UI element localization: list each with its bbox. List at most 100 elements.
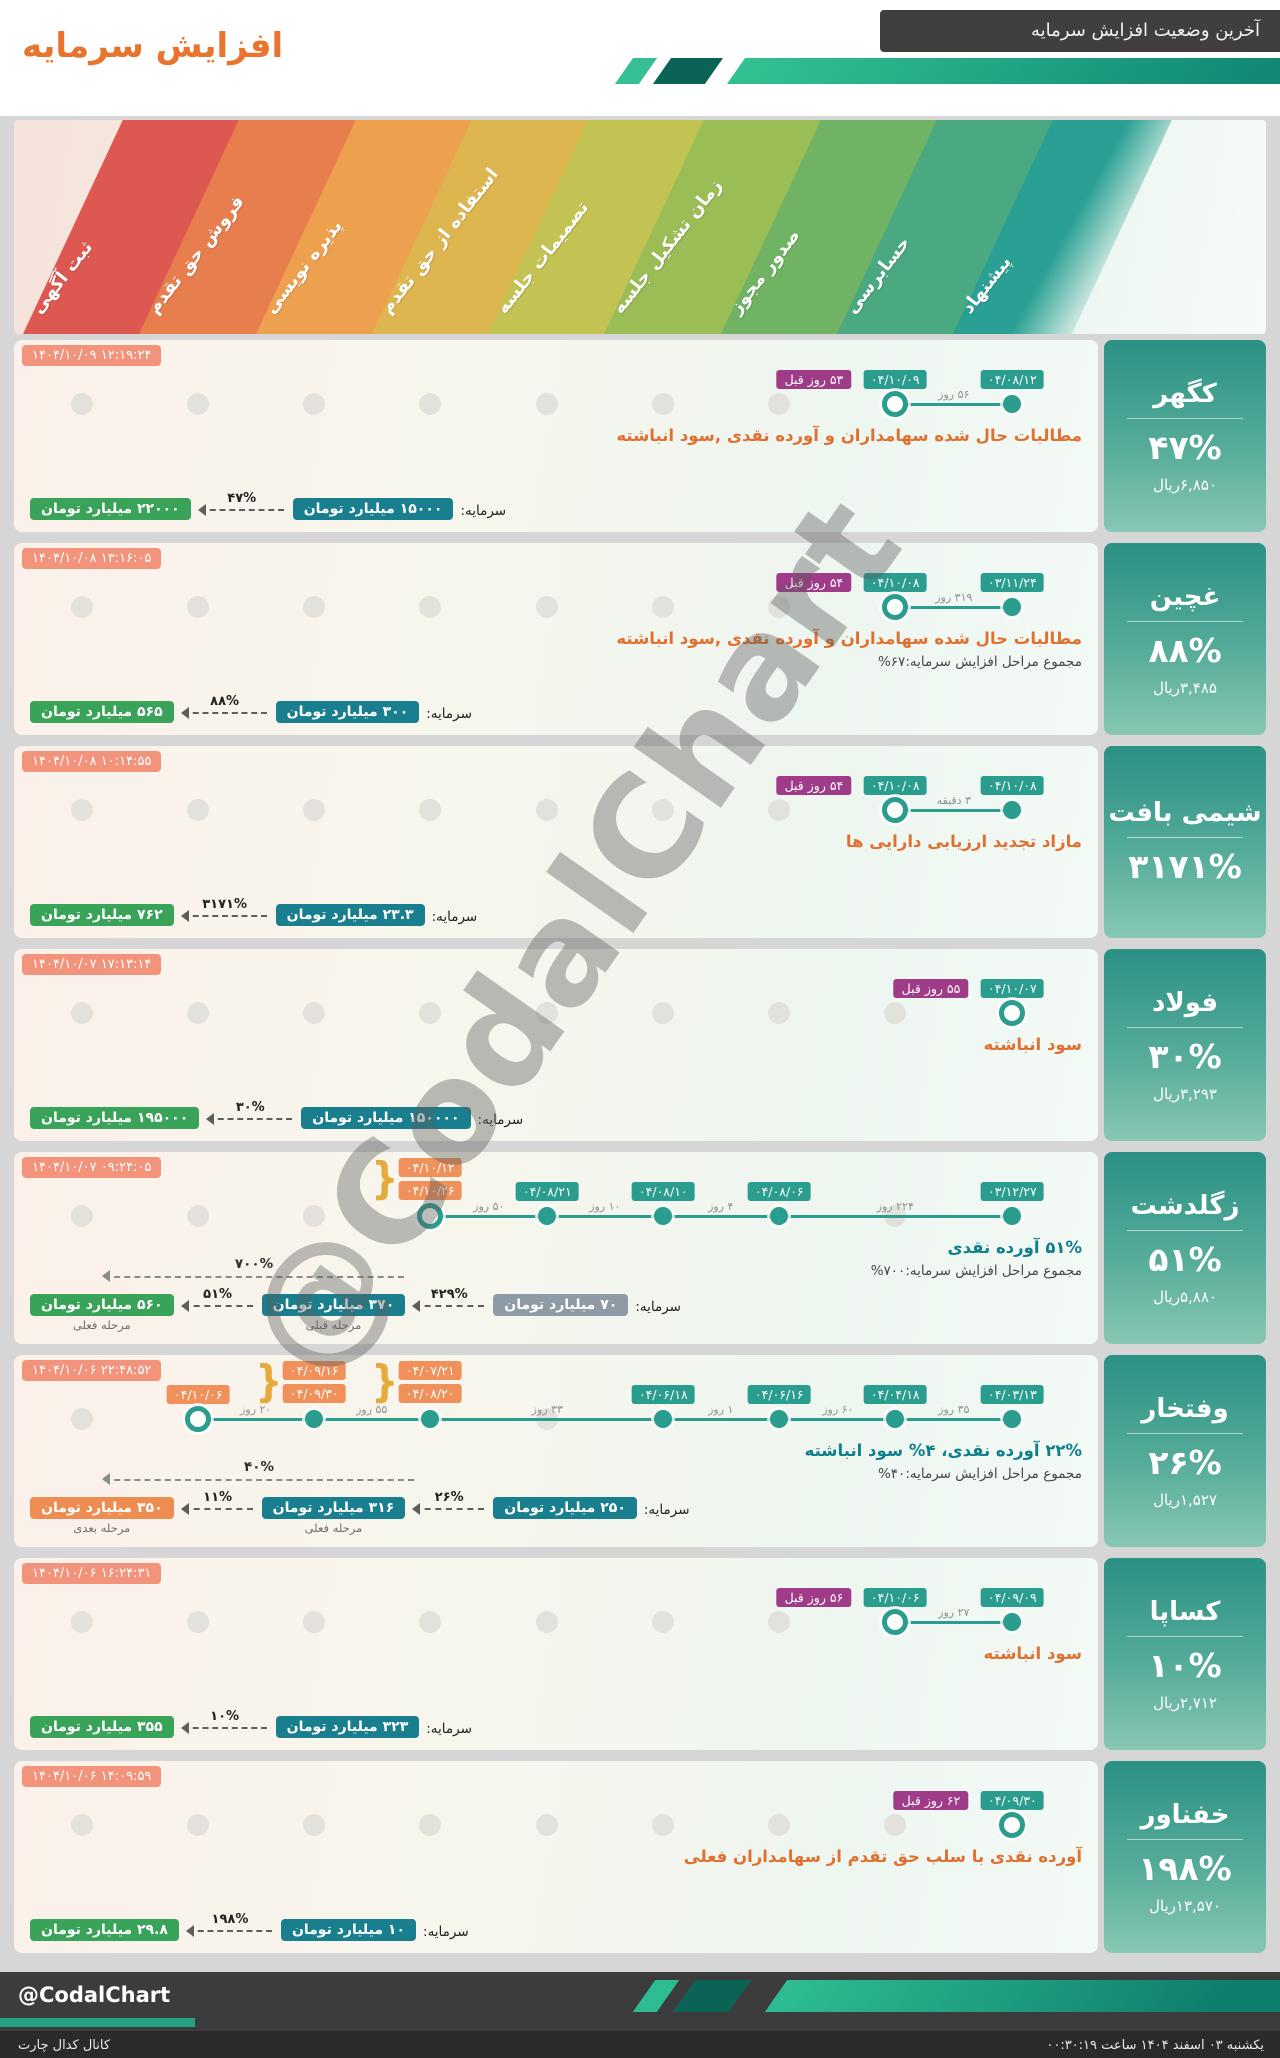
capital-strip: سرمایه: ۱۵۰۰۰ میلیارد تومان ۴۷% ۲۲۰۰۰ میلیا… — [30, 491, 506, 520]
timeline-line — [895, 606, 1013, 609]
increase-arrow: ۱۱% — [180, 1490, 253, 1515]
capital-label: سرمایه: — [426, 1721, 472, 1737]
date-badge: ۰۴/۰۴/۱۸ — [863, 1385, 927, 1404]
timestamp-badge: ۱۴۰۴/۱۰/۰۶ ۱۴:۰۹:۵۹ — [22, 1766, 162, 1787]
status-bar-title: آخرین وضعیت افزایش سرمایه — [1031, 20, 1260, 41]
amount-badge: ۳۰۰ میلیارد تومان — [275, 701, 420, 723]
stage-ghost-dot — [303, 1002, 326, 1024]
stage-ghost-dot — [768, 799, 791, 821]
amount-badge-group: ۲۹.۸ میلیارد تومان — [30, 1919, 179, 1941]
amount-badge-group: ۱۹۵۰۰۰ میلیارد تومان — [30, 1107, 200, 1129]
company-row: غچین ۸۸% ۳,۴۸۵ریال ۱۴۰۴/۱۰/۰۸ ۱۳:۱۶:۰۵ ۳۱۹ ر… — [14, 543, 1266, 735]
timeline-dot — [1003, 1613, 1022, 1631]
card-divider — [1126, 1229, 1244, 1231]
footer-handle: @CodalChart — [18, 1983, 171, 2007]
increase-arrow: ۵۱% — [180, 1287, 253, 1312]
duration-label: ۴ روز — [708, 1200, 734, 1213]
date-badge: ۰۴/۰۹/۳۰ — [981, 1791, 1044, 1810]
stage-ghost-dot — [768, 393, 791, 415]
stage-ghost-dot — [536, 393, 559, 415]
stage-ghost-dot — [303, 393, 326, 415]
amount-badge-group: ۷۰ میلیارد تومان — [493, 1294, 629, 1316]
timeline-dot — [1003, 395, 1022, 413]
capital-strip: سرمایه: ۳۲۳ میلیارد تومان ۱۰% ۳۵۵ میلیارد ت… — [30, 1709, 472, 1738]
stage-ghost-dot — [71, 1002, 94, 1024]
company-name: غچین — [1149, 581, 1221, 612]
row-main: ۱۴۰۴/۱۰/۰۷ ۱۷:۱۳:۱۴ ۰۴/۱۰/۰۷ ۵۵ روز قبل سود… — [14, 949, 1098, 1141]
date-badge: ۰۴/۱۰/۰۸ — [863, 776, 927, 795]
current-stage-dot — [882, 391, 909, 417]
stage-ghost-dot — [536, 799, 559, 821]
total-increase-label: ۷۰۰% — [234, 1256, 274, 1272]
timeline-line — [895, 403, 1013, 406]
date-badge: ۰۴/۰۸/۲۱ — [515, 1182, 579, 1201]
company-name: شیمی بافت — [1108, 798, 1262, 828]
header-ribbon-accent-light — [614, 58, 658, 84]
amount-badge-group: ۳۷۰ میلیارد تومان مرحله قبلی — [261, 1294, 406, 1332]
amount-badge-group: ۷۶۲ میلیارد تومان — [30, 904, 174, 926]
capital-strip: سرمایه: ۳۰۰ میلیارد تومان ۸۸% ۵۶۵ میلیارد ت… — [30, 694, 472, 723]
footer-ribbon — [764, 1980, 1280, 2012]
increase-percent: ۵۱% — [203, 1287, 233, 1302]
increase-percent: ۳۱۷۱% — [202, 897, 247, 912]
timeline-dot — [770, 1410, 789, 1428]
page-title: افزایش سرمایه — [22, 26, 284, 66]
description: آورده نقدی با سلب حق تقدم از سهامداران ف… — [684, 1847, 1082, 1866]
company-name: خفناور — [1140, 1799, 1230, 1830]
amount-badge-group: ۱۰ میلیارد تومان — [280, 1919, 417, 1941]
stage-ghost-dot — [536, 1814, 559, 1836]
company-percent: ۳۱۷۱% — [1128, 847, 1242, 886]
capital-label: سرمایه: — [426, 706, 472, 722]
capital-label: سرمایه: — [643, 1502, 690, 1518]
increase-arrow: ۸۸% — [180, 694, 267, 719]
timestamp-badge: ۱۴۰۴/۱۰/۰۶ ۲۲:۴۸:۵۲ — [22, 1360, 162, 1381]
arrow-line-icon — [180, 1300, 253, 1312]
days-ago-badge: ۵۳ روز قبل — [776, 370, 852, 389]
stage-ghost-dot — [187, 596, 210, 618]
date-badge: ۰۴/۰۸/۲۰ — [398, 1384, 462, 1403]
company-row: خفناور ۱۹۸% ۱۳,۵۷۰ریال ۱۴۰۴/۱۰/۰۶ ۱۴:۰۹:۵۹ ۰… — [14, 1761, 1266, 1953]
amount-badge: ۱۰ میلیارد تومان — [280, 1919, 417, 1941]
companies-list: کگهر ۴۷% ۶,۸۵۰ریال ۱۴۰۴/۱۰/۰۹ ۱۲:۱۹:۲۴ ۵۶ رو… — [14, 340, 1266, 1964]
stage-ghost-dot — [303, 1205, 326, 1227]
company-row: شیمی بافت ۳۱۷۱% ۱۴۰۴/۱۰/۰۸ ۱۰:۱۴:۵۵ ۳ دقیقه… — [14, 746, 1266, 938]
stage-ghost-dot — [768, 1002, 791, 1024]
date-badge: ۰۳/۱۲/۲۷ — [981, 1182, 1044, 1201]
stage-ghost-dot — [187, 1814, 210, 1836]
card-divider — [1126, 1432, 1244, 1434]
stage-ghost-dot — [419, 1814, 442, 1836]
date-badge: ۰۴/۰۸/۰۶ — [747, 1182, 811, 1201]
increase-percent: ۳۰% — [235, 1100, 265, 1115]
amount-badge: ۳۷۰ میلیارد تومان — [261, 1294, 406, 1316]
company-name: وفتخار — [1141, 1393, 1229, 1424]
stage-ghost-dot — [71, 1408, 94, 1430]
duration-label: ۲۰ روز — [240, 1403, 272, 1416]
row-main: ۱۴۰۴/۱۰/۰۶ ۲۲:۴۸:۵۲ ۳۵ روز ۶۰ روز ۱ روز ۳۳ ر… — [14, 1355, 1098, 1547]
stage-label: مرحله قبلی — [305, 1318, 362, 1332]
amount-badge: ۷۰ میلیارد تومان — [493, 1294, 629, 1316]
stage-ghost-dot — [187, 393, 210, 415]
company-name: کگهر — [1153, 378, 1217, 409]
stage-label: مرحله فعلی — [72, 1318, 131, 1332]
row-main: ۱۴۰۴/۱۰/۰۸ ۱۰:۱۴:۵۵ ۳ دقیقه ۰۴/۱۰/۰۸ ۰۴/۱۰/… — [14, 746, 1098, 938]
amount-badge: ۲۳.۳ میلیارد تومان — [275, 904, 425, 926]
company-percent: ۲۶% — [1148, 1442, 1222, 1482]
date-badge: ۰۴/۱۰/۰۸ — [981, 776, 1044, 795]
stages-header-band: ثبت آگهی فروش حق تقدم پذیره نویسی استفاده ا… — [14, 120, 1266, 334]
status-bar: آخرین وضعیت افزایش سرمایه — [880, 10, 1280, 52]
total-increase-arrow: ۷۰۰% — [102, 1256, 404, 1282]
stage-ghost-dot — [768, 596, 791, 618]
arrow-line-icon — [180, 1722, 267, 1734]
description-line1: سود انباشته — [983, 1035, 1082, 1054]
amount-badge: ۳۵۵ میلیارد تومان — [30, 1716, 174, 1738]
company-card: زگلدشت ۵۱% ۵,۸۸۰ریال — [1104, 1152, 1266, 1344]
date-badge: ۰۴/۰۶/۱۶ — [747, 1385, 811, 1404]
capital-strip: سرمایه: ۲۵۰ میلیارد تومان ۲۶% ۳۱۶ میلیارد ت… — [30, 1490, 690, 1535]
timeline-dot — [654, 1207, 673, 1225]
stage-ghost-dot — [768, 1611, 791, 1633]
date-badge: ۰۴/۱۰/۰۶ — [166, 1385, 230, 1404]
increase-percent: ۱۱% — [203, 1490, 233, 1505]
footer-ribbon-accent-dark — [672, 1980, 752, 2012]
stage-ghost-dot — [303, 1611, 326, 1633]
stage-ghost-dot — [71, 1814, 94, 1836]
